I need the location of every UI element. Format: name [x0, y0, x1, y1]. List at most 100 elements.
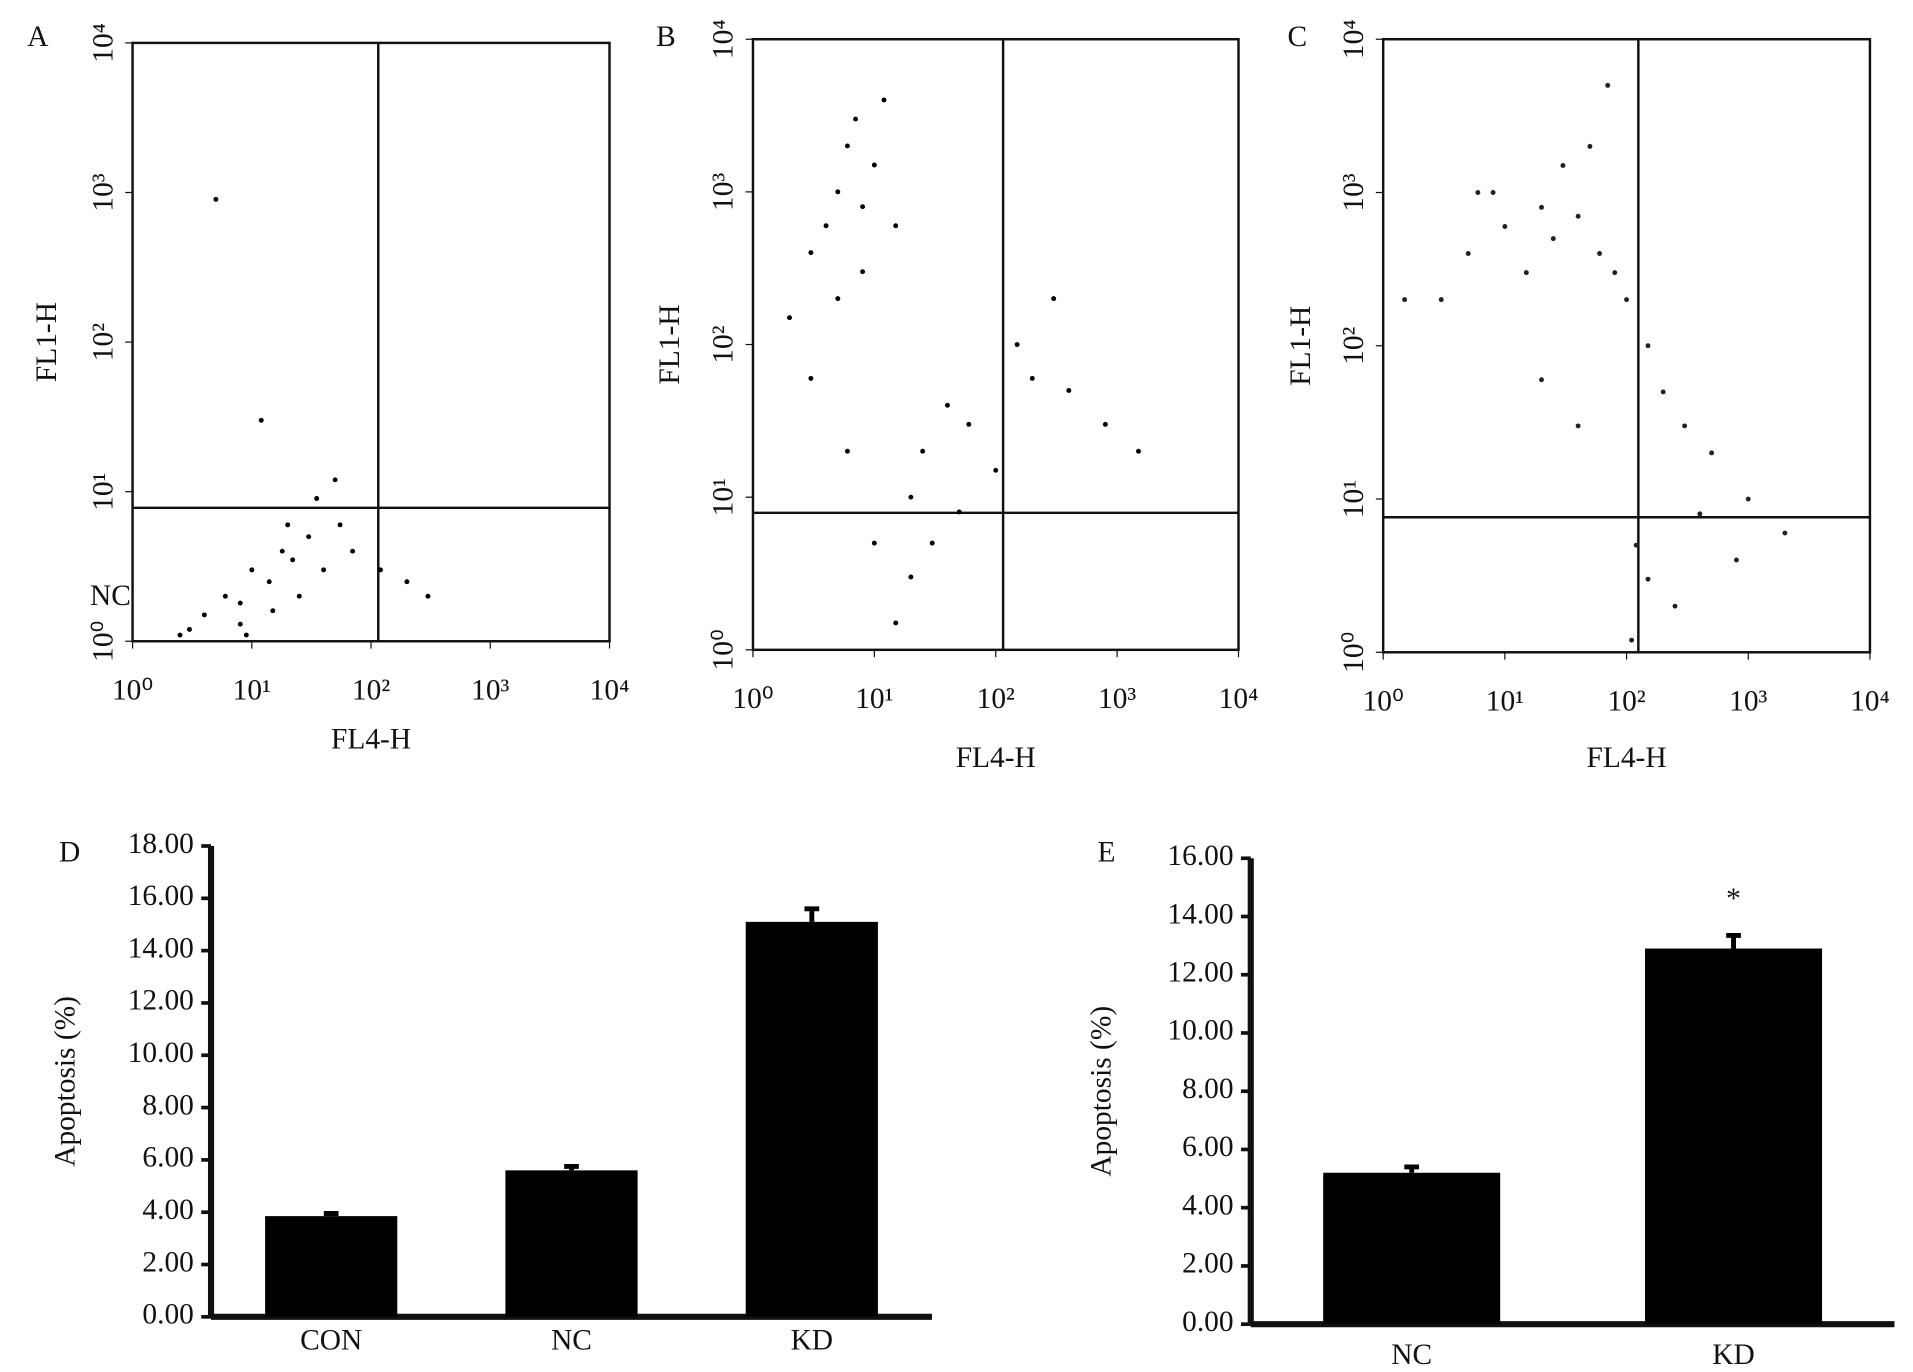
error-bar	[804, 906, 820, 922]
event-dot	[321, 567, 327, 573]
event-dot	[1102, 421, 1108, 427]
panel-label: D	[59, 836, 80, 868]
x-axis-label: FL4-H	[956, 742, 1036, 774]
event-dot	[808, 250, 814, 256]
event-dot	[1465, 251, 1471, 256]
event-dot	[270, 608, 276, 614]
y-tick-label: 12.00	[128, 985, 194, 1017]
event-dot	[258, 417, 264, 423]
event-dot	[929, 540, 935, 546]
y-tick-label: 0.00	[1182, 1306, 1233, 1338]
x-tick-label: 10²	[1607, 686, 1645, 718]
event-dot	[944, 402, 950, 408]
event-dot	[1682, 423, 1688, 429]
event-dot	[860, 204, 866, 210]
event-dot	[1734, 557, 1739, 563]
event-dot	[871, 162, 877, 168]
y-tick-label: 10⁴	[1338, 19, 1370, 59]
event-dot	[237, 600, 243, 606]
x-tick-label: 10³	[1098, 683, 1136, 715]
y-tick-label: 0.00	[142, 1299, 193, 1331]
panel-label: C	[1288, 21, 1308, 53]
plot-frame	[751, 38, 1240, 652]
y-tick-label: 14.00	[1167, 898, 1233, 930]
y-tick-label: 8.00	[142, 1089, 193, 1121]
event-dot	[285, 522, 291, 528]
bar	[1645, 948, 1823, 1325]
event-dot	[844, 143, 850, 149]
event-dot	[956, 509, 962, 515]
y-tick-label: 4.00	[1182, 1189, 1233, 1221]
event-dot	[993, 467, 999, 473]
y-tick-label: 12.00	[1167, 956, 1233, 988]
x-tick-label: 10³	[1729, 686, 1767, 718]
annotation: NC	[90, 580, 131, 612]
event-dot	[1029, 375, 1035, 381]
x-axis-label: FL4-H	[1587, 742, 1667, 774]
event-dot	[266, 579, 272, 585]
event-dot	[787, 315, 792, 321]
event-dot	[1575, 423, 1581, 429]
event-dot	[1475, 190, 1481, 195]
x-tick-label: KD	[1712, 1339, 1754, 1371]
event-dot	[177, 632, 183, 638]
event-dot	[1539, 377, 1544, 383]
event-dot	[425, 593, 431, 599]
y-tick-label: 10⁰	[1338, 632, 1370, 673]
event-dot	[835, 296, 841, 302]
y-tick-label: 10¹	[1338, 480, 1370, 518]
y-tick-label: 10¹	[87, 473, 119, 511]
event-dot	[1660, 389, 1666, 395]
significance-mark: *	[1726, 883, 1741, 915]
event-dot	[893, 620, 899, 626]
event-dot	[1645, 343, 1651, 349]
x-axis-label: FL4-H	[331, 724, 411, 756]
x-tick-label: 10⁴	[590, 674, 630, 706]
event-dot	[1550, 236, 1556, 242]
error-bar	[564, 1163, 579, 1171]
plot-frame	[1381, 38, 1872, 654]
event-dot	[1051, 296, 1057, 302]
y-tick-label: 10.00	[128, 1037, 194, 1069]
error-bar	[323, 1211, 339, 1217]
y-tick-label: 8.00	[1182, 1073, 1233, 1105]
plot-frame	[131, 41, 611, 643]
y-tick-label: 16.00	[1167, 840, 1233, 872]
y-tick-label: 10²	[1338, 326, 1370, 364]
event-dot	[279, 548, 285, 554]
y-axis-label: FL1-H	[654, 305, 686, 385]
y-tick-label: 10⁰	[708, 629, 740, 670]
event-dot	[1066, 388, 1072, 393]
y-tick-label: 6.00	[142, 1142, 193, 1174]
event-dot	[350, 548, 356, 554]
x-tick-label: 10⁴	[1219, 683, 1259, 715]
event-dot	[1697, 511, 1703, 517]
event-dot	[290, 557, 296, 563]
y-axis-label: FL1-H	[1285, 306, 1317, 386]
event-dot	[1629, 637, 1635, 643]
event-dot	[1782, 530, 1788, 536]
y-tick-label: 10²	[708, 325, 740, 363]
error-bar	[1726, 932, 1741, 949]
event-dot	[871, 540, 877, 546]
event-dot	[808, 375, 814, 381]
event-dot	[823, 223, 829, 229]
y-tick-label: 2.00	[1182, 1248, 1233, 1280]
x-tick-label: 10¹	[1486, 686, 1524, 718]
event-dot	[378, 567, 383, 573]
y-tick-label: 10³	[87, 173, 119, 211]
x-tick-label: 10²	[352, 674, 390, 706]
event-dot	[201, 612, 207, 618]
event-dot	[1502, 224, 1508, 229]
event-dot	[1587, 143, 1593, 149]
x-tick-label: 10³	[471, 674, 509, 706]
y-axis-label: FL1-H	[31, 302, 63, 382]
event-dot	[908, 494, 914, 500]
event-dot	[1560, 163, 1566, 168]
y-tick-label: 18.00	[128, 828, 194, 860]
bar	[265, 1216, 398, 1317]
y-tick-label: 4.00	[142, 1194, 193, 1226]
x-tick-label: KD	[791, 1324, 833, 1356]
